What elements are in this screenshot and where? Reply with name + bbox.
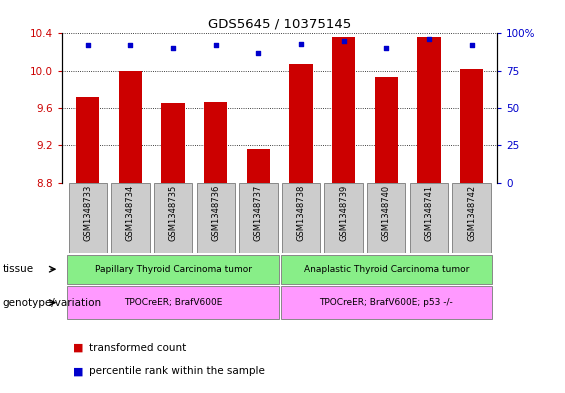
Text: genotype/variation: genotype/variation bbox=[3, 298, 102, 308]
Title: GDS5645 / 10375145: GDS5645 / 10375145 bbox=[208, 18, 351, 31]
Text: GSM1348742: GSM1348742 bbox=[467, 185, 476, 241]
Point bbox=[83, 42, 92, 48]
FancyBboxPatch shape bbox=[197, 184, 235, 253]
Text: Papillary Thyroid Carcinoma tumor: Papillary Thyroid Carcinoma tumor bbox=[94, 265, 251, 274]
Bar bbox=[246, 149, 270, 183]
FancyBboxPatch shape bbox=[281, 255, 492, 284]
FancyBboxPatch shape bbox=[67, 286, 279, 319]
Text: percentile rank within the sample: percentile rank within the sample bbox=[89, 366, 265, 376]
FancyBboxPatch shape bbox=[324, 184, 363, 253]
FancyBboxPatch shape bbox=[281, 286, 492, 319]
Text: tissue: tissue bbox=[3, 264, 34, 274]
Bar bbox=[417, 37, 441, 183]
Text: GSM1348738: GSM1348738 bbox=[297, 185, 306, 241]
Bar bbox=[332, 37, 355, 183]
Text: GSM1348734: GSM1348734 bbox=[126, 185, 135, 241]
Text: TPOCreER; BrafV600E; p53 -/-: TPOCreER; BrafV600E; p53 -/- bbox=[319, 298, 453, 307]
Point bbox=[126, 42, 135, 48]
Bar bbox=[375, 77, 398, 183]
Point bbox=[297, 41, 306, 47]
Point bbox=[254, 50, 263, 56]
Point bbox=[168, 45, 177, 51]
Bar bbox=[460, 69, 483, 183]
Bar bbox=[289, 64, 313, 183]
Bar bbox=[162, 103, 185, 183]
FancyBboxPatch shape bbox=[367, 184, 406, 253]
Text: TPOCreER; BrafV600E: TPOCreER; BrafV600E bbox=[124, 298, 222, 307]
Text: GSM1348740: GSM1348740 bbox=[382, 185, 391, 241]
FancyBboxPatch shape bbox=[239, 184, 277, 253]
Bar bbox=[204, 101, 228, 183]
Text: GSM1348735: GSM1348735 bbox=[168, 185, 177, 241]
Bar bbox=[119, 71, 142, 183]
FancyBboxPatch shape bbox=[453, 184, 491, 253]
Text: transformed count: transformed count bbox=[89, 343, 186, 353]
FancyBboxPatch shape bbox=[111, 184, 150, 253]
FancyBboxPatch shape bbox=[68, 184, 107, 253]
Point bbox=[211, 42, 220, 48]
FancyBboxPatch shape bbox=[410, 184, 448, 253]
Point bbox=[424, 36, 433, 42]
Text: GSM1348739: GSM1348739 bbox=[339, 185, 348, 241]
Text: GSM1348733: GSM1348733 bbox=[83, 185, 92, 241]
Bar bbox=[76, 97, 99, 183]
Text: ■: ■ bbox=[73, 366, 84, 376]
Point bbox=[339, 38, 348, 44]
Text: Anaplastic Thyroid Carcinoma tumor: Anaplastic Thyroid Carcinoma tumor bbox=[303, 265, 469, 274]
FancyBboxPatch shape bbox=[282, 184, 320, 253]
Text: GSM1348741: GSM1348741 bbox=[424, 185, 433, 241]
FancyBboxPatch shape bbox=[67, 255, 279, 284]
Point bbox=[382, 45, 391, 51]
Text: GSM1348736: GSM1348736 bbox=[211, 185, 220, 241]
Point bbox=[467, 42, 476, 48]
Text: ■: ■ bbox=[73, 343, 84, 353]
FancyBboxPatch shape bbox=[154, 184, 192, 253]
Text: GSM1348737: GSM1348737 bbox=[254, 185, 263, 241]
